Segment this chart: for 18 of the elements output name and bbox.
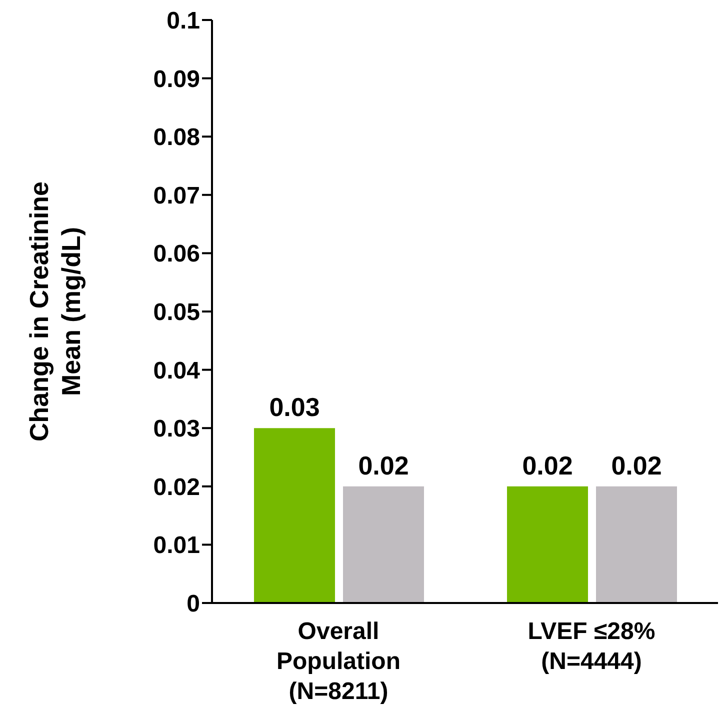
y-tick-label: 0.05 [153, 299, 200, 326]
data-label: 0.02 [358, 450, 409, 480]
data-label: 0.02 [611, 450, 662, 480]
y-axis-title: Change in Creatinine Mean (mg/dL) [24, 181, 86, 442]
y-tick-label: 0.07 [153, 182, 200, 210]
x-tick-label: LVEF ≤28% (N=4444) [528, 618, 656, 675]
y-tick-label: 0 [186, 590, 200, 618]
y-tick-label: 0.02 [153, 474, 200, 501]
data-label: 0.03 [269, 392, 320, 422]
data-label: 0.02 [522, 450, 573, 480]
y-tick-label: 0.04 [153, 357, 201, 384]
y-tick-label: 0.03 [153, 416, 200, 443]
x-tick-label: Overall Population (N=8211) [276, 618, 400, 705]
y-tick-label: 0.08 [153, 124, 200, 152]
y-tick-label: 0.1 [166, 8, 200, 35]
y-tick-label: 0.06 [153, 240, 200, 268]
y-tick-label: 0.09 [153, 66, 200, 93]
y-tick-label: 0.01 [153, 532, 200, 560]
